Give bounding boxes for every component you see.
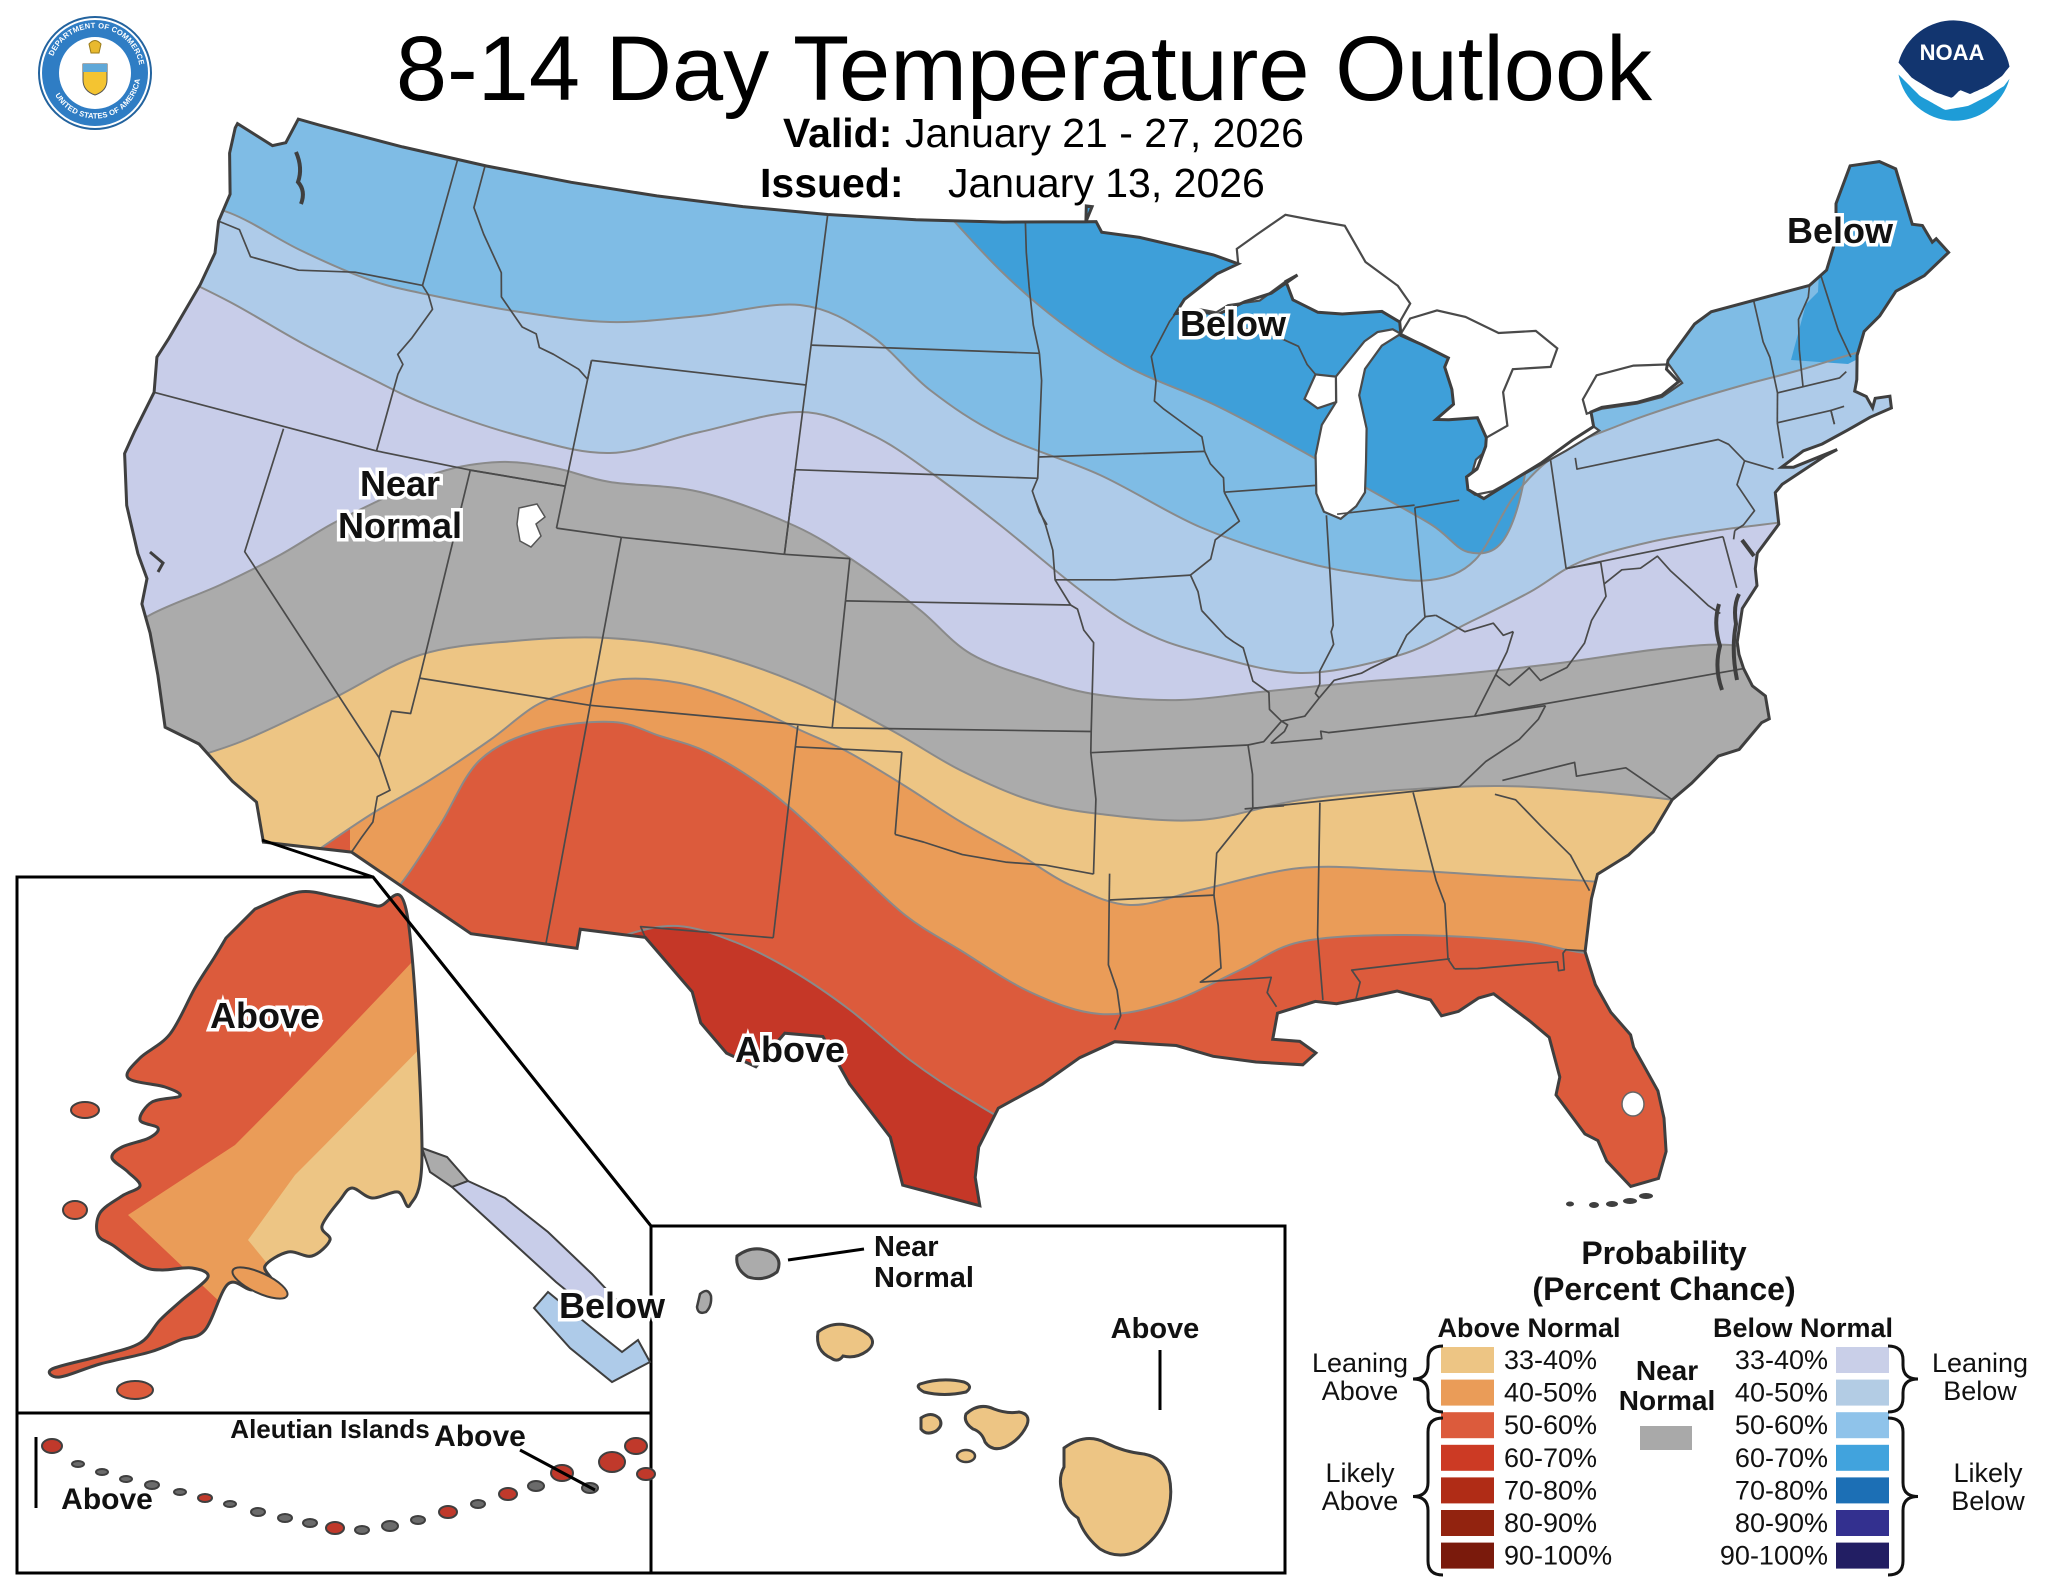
svg-text:Below: Below — [1943, 1376, 2017, 1406]
svg-text:Normal: Normal — [874, 1262, 974, 1294]
svg-text:Likely: Likely — [1325, 1458, 1395, 1488]
svg-text:33-40%: 33-40% — [1504, 1345, 1597, 1375]
svg-text:Above: Above — [1322, 1486, 1399, 1516]
svg-text:January 13, 2026: January 13, 2026 — [948, 160, 1265, 206]
svg-text:Near: Near — [360, 463, 440, 504]
svg-text:Near: Near — [874, 1231, 939, 1263]
svg-text:(Percent Chance): (Percent Chance) — [1532, 1271, 1795, 1307]
svg-text:Probability: Probability — [1581, 1235, 1747, 1271]
svg-text:40-50%: 40-50% — [1735, 1378, 1828, 1408]
svg-text:Above: Above — [1111, 1313, 1200, 1345]
svg-text:Above: Above — [1322, 1376, 1399, 1406]
svg-text:Above Normal: Above Normal — [1437, 1313, 1620, 1343]
svg-text:Above: Above — [735, 1029, 845, 1070]
svg-text:Aleutian Islands: Aleutian Islands — [230, 1414, 429, 1444]
svg-text:Above: Above — [210, 995, 320, 1036]
svg-text:Leaning: Leaning — [1932, 1348, 2028, 1378]
svg-text:Below: Below — [1180, 303, 1287, 344]
svg-text:8-14 Day Temperature Outlook: 8-14 Day Temperature Outlook — [396, 18, 1653, 120]
svg-text:NOAA: NOAA — [1920, 40, 1985, 65]
svg-text:Leaning: Leaning — [1312, 1348, 1408, 1378]
svg-text:90-100%: 90-100% — [1720, 1541, 1828, 1571]
svg-text:60-70%: 60-70% — [1735, 1443, 1828, 1473]
svg-text:Below: Below — [1787, 210, 1894, 251]
svg-text:Above: Above — [61, 1483, 153, 1516]
svg-text:40-50%: 40-50% — [1504, 1378, 1597, 1408]
svg-text:60-70%: 60-70% — [1504, 1443, 1597, 1473]
svg-text:90-100%: 90-100% — [1504, 1541, 1612, 1571]
svg-text:January 21 - 27, 2026: January 21 - 27, 2026 — [905, 110, 1304, 156]
svg-text:Likely: Likely — [1953, 1458, 2023, 1488]
svg-text:70-80%: 70-80% — [1504, 1475, 1597, 1505]
svg-text:33-40%: 33-40% — [1735, 1345, 1828, 1375]
svg-text:Issued:: Issued: — [760, 160, 904, 206]
svg-text:80-90%: 80-90% — [1504, 1508, 1597, 1538]
svg-text:Below Normal: Below Normal — [1713, 1313, 1893, 1343]
svg-text:50-60%: 50-60% — [1735, 1410, 1828, 1440]
svg-text:50-60%: 50-60% — [1504, 1410, 1597, 1440]
svg-text:Below: Below — [1951, 1486, 2025, 1516]
svg-text:70-80%: 70-80% — [1735, 1475, 1828, 1505]
svg-text:Normal: Normal — [1619, 1385, 1715, 1416]
svg-text:80-90%: 80-90% — [1735, 1508, 1828, 1538]
svg-text:Normal: Normal — [338, 505, 462, 546]
svg-text:Above: Above — [434, 1420, 526, 1453]
svg-text:Below: Below — [559, 1285, 666, 1326]
svg-text:Near: Near — [1636, 1355, 1698, 1386]
svg-text:Valid:: Valid: — [783, 110, 892, 156]
